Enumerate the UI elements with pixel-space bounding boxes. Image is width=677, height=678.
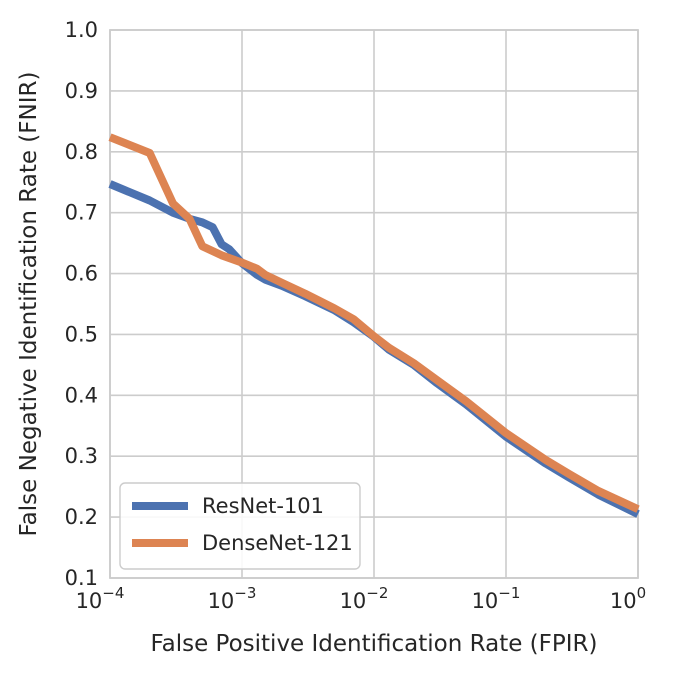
y-tick-label: 0.3 [65,444,98,468]
y-tick-label: 0.9 [65,79,98,103]
x-tick-label: 10−3 [208,584,257,613]
y-tick-label: 0.1 [65,566,98,590]
series-lines [108,133,640,518]
x-tick-label: 10−4 [76,584,125,613]
legend: ResNet-101 DenseNet-121 [119,482,361,570]
y-tick-label: 1.0 [65,18,98,42]
y-tick-label: 0.6 [65,262,98,286]
y-tick-label: 0.5 [65,322,98,346]
series-line-densenet-121 [108,133,640,513]
y-tick-labels: 0.1 0.2 0.3 0.4 0.5 0.6 0.7 0.8 0.9 1.0 [65,18,98,590]
x-tick-label: 10−2 [340,584,389,613]
legend-label-densenet-121: DenseNet-121 [202,531,353,555]
legend-label-resnet-101: ResNet-101 [202,494,324,518]
x-tick-label: 10−1 [472,584,521,613]
x-axis-label: False Positive Identification Rate (FPIR… [151,631,598,657]
y-tick-label: 0.2 [65,505,98,529]
y-tick-label: 0.7 [65,201,98,225]
x-tick-labels: 10−4 10−3 10−2 10−1 100 [76,584,647,613]
plot-frame [109,29,639,579]
y-axis-label: False Negative Identification Rate (FNIR… [16,72,42,537]
x-tick-label: 100 [610,584,646,613]
y-tick-label: 0.8 [65,140,98,164]
y-tick-label: 0.4 [65,383,98,407]
